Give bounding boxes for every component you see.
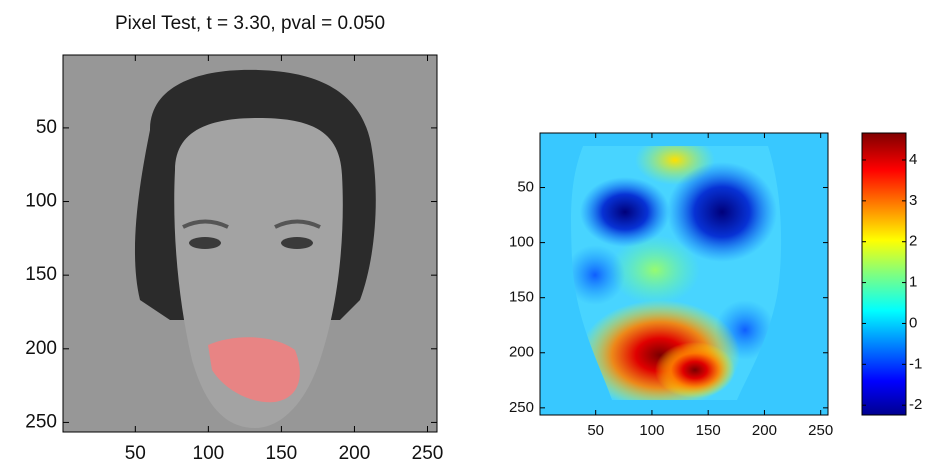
- x-tick-label: 150: [696, 422, 721, 439]
- colorbar-tick-label: 1: [909, 274, 917, 291]
- y-tick-label: 200: [509, 344, 534, 361]
- y-tick-label: 50: [517, 178, 534, 195]
- x-tick-label: 150: [266, 443, 298, 464]
- x-tick-label: 250: [412, 443, 444, 464]
- x-tick-label: 250: [808, 422, 833, 439]
- x-tick-label: 50: [587, 422, 604, 439]
- chart-title: Pixel Test, t = 3.30, pval = 0.050: [115, 13, 385, 34]
- x-tick-label: 200: [339, 443, 371, 464]
- x-tick-label: 200: [752, 422, 777, 439]
- y-tick-label: 100: [509, 234, 534, 251]
- x-tick-label: 50: [125, 443, 146, 464]
- x-tick-label: 100: [193, 443, 225, 464]
- y-tick-label: 150: [25, 264, 57, 285]
- y-tick-label: 100: [25, 191, 57, 212]
- y-tick-label: 250: [509, 399, 534, 416]
- colorbar: [861, 132, 907, 416]
- colorbar-tick-label: -1: [909, 355, 922, 372]
- colorbar-tick-label: 0: [909, 314, 917, 331]
- y-tick-label: 150: [509, 289, 534, 306]
- y-tick-label: 50: [36, 117, 57, 138]
- heatmap-image: [540, 133, 828, 415]
- axes-frame: [539, 132, 829, 416]
- colorbar-tick-label: -2: [909, 396, 922, 413]
- y-tick-label: 200: [25, 338, 57, 359]
- x-tick-label: 100: [639, 422, 664, 439]
- colorbar-tick-label: 4: [909, 151, 917, 168]
- face-image: [63, 55, 437, 432]
- axes-frame: [62, 54, 438, 433]
- colorbar-tick-label: 2: [909, 233, 917, 250]
- colorbar-tick-label: 3: [909, 192, 917, 209]
- y-tick-label: 250: [25, 411, 57, 432]
